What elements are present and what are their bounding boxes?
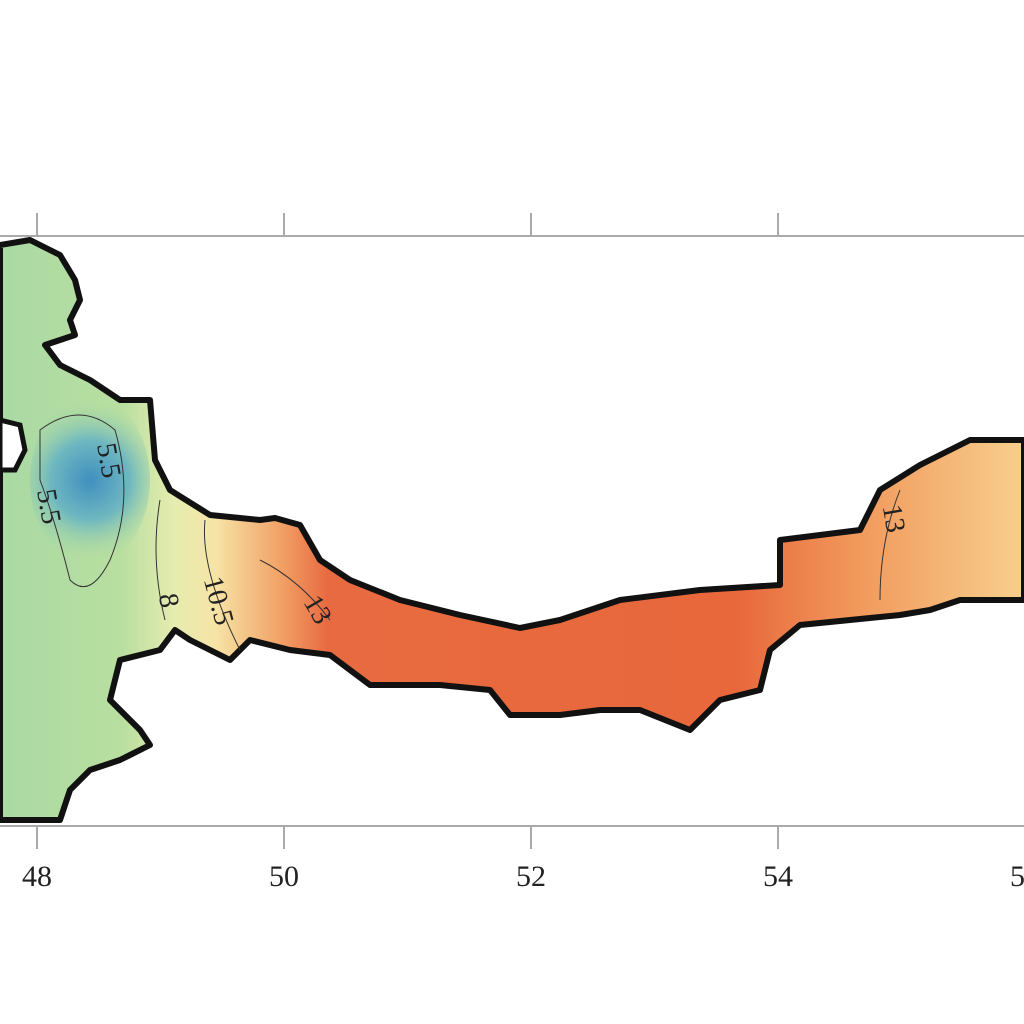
region <box>0 237 1024 823</box>
x-tick-label: 48 <box>22 860 52 893</box>
contour-line <box>203 519 241 651</box>
cutout <box>0 417 28 473</box>
x-tick-label: 50 <box>269 860 299 893</box>
contour-line <box>155 499 166 621</box>
contour-line <box>259 559 331 621</box>
contour-line <box>39 414 125 588</box>
contour-label: 8 <box>152 591 185 610</box>
contour-label: 13 <box>876 502 911 535</box>
frame <box>0 235 1024 827</box>
x-tick-label: 56 <box>1010 860 1024 893</box>
x-tick-label: 54 <box>763 860 793 893</box>
cold-area <box>30 395 150 565</box>
contour-label: 5.5 <box>90 441 127 481</box>
contour-line <box>879 489 901 601</box>
contour-label: 5.5 <box>30 487 67 527</box>
x-tick-label: 52 <box>516 860 546 893</box>
